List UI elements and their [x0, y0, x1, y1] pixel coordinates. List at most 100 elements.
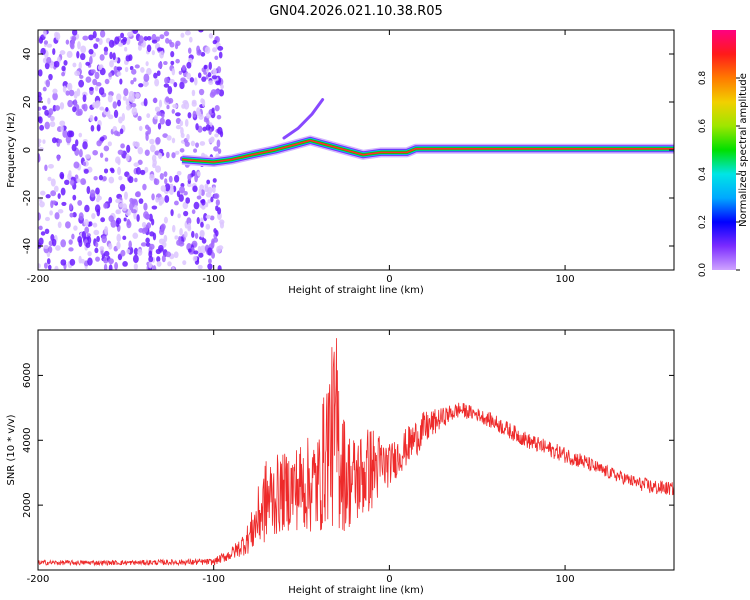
noise-point	[73, 161, 80, 169]
noise-point	[89, 114, 94, 122]
noise-point	[46, 56, 52, 64]
noise-point	[214, 105, 220, 112]
noise-point	[216, 66, 222, 74]
noise-point	[196, 217, 200, 225]
noise-point	[142, 183, 147, 191]
noise-point	[193, 201, 200, 210]
noise-point	[133, 162, 140, 167]
noise-point	[207, 199, 212, 204]
noise-point	[108, 72, 113, 78]
noise-point	[137, 115, 142, 122]
noise-point	[42, 57, 48, 64]
noise-point	[133, 247, 139, 256]
noise-point	[163, 234, 168, 243]
noise-point	[78, 132, 83, 138]
noise-point	[171, 109, 175, 114]
noise-point	[38, 142, 41, 148]
noise-point	[197, 245, 202, 254]
noise-point	[215, 205, 219, 212]
noise-point	[145, 213, 150, 220]
noise-point	[108, 215, 114, 222]
noise-point	[203, 64, 208, 70]
noise-point	[131, 209, 137, 214]
noise-point	[87, 251, 92, 257]
noise-point	[151, 50, 155, 56]
noise-point	[78, 255, 82, 264]
noise-point	[38, 147, 44, 152]
noise-point	[191, 209, 196, 215]
noise-point	[122, 260, 128, 267]
noise-point	[133, 211, 137, 220]
noise-point	[145, 61, 149, 67]
noise-point	[171, 137, 176, 144]
noise-point	[59, 102, 65, 110]
noise-point	[187, 173, 192, 181]
noise-point	[190, 140, 196, 147]
noise-point	[207, 247, 213, 256]
noise-point	[49, 121, 56, 128]
noise-point	[50, 178, 56, 187]
noise-point	[119, 128, 124, 135]
noise-point	[105, 106, 109, 112]
noise-point	[218, 51, 223, 59]
noise-point	[220, 84, 224, 90]
noise-point	[130, 79, 134, 85]
y-tick-label: 2000	[22, 492, 33, 517]
colorbar-tick-label: 0.2	[698, 215, 708, 229]
noise-point	[62, 85, 67, 93]
noise-point	[183, 231, 188, 238]
noise-point	[44, 109, 50, 116]
noise-point	[212, 47, 218, 53]
noise-point	[122, 235, 127, 240]
noise-point	[76, 51, 80, 59]
noise-point	[108, 258, 114, 265]
noise-point	[75, 110, 82, 116]
noise-point	[184, 141, 190, 147]
noise-point	[117, 166, 122, 176]
noise-point	[206, 179, 211, 185]
noise-point	[108, 243, 113, 250]
noise-point	[107, 141, 112, 147]
noise-point	[187, 47, 192, 54]
noise-point	[143, 202, 148, 211]
noise-point	[164, 178, 168, 185]
noise-point	[195, 142, 199, 148]
noise-point	[68, 89, 75, 97]
bottom-x-axis-label: Height of straight line (km)	[288, 585, 424, 596]
noise-point	[137, 147, 144, 155]
noise-point	[154, 115, 158, 120]
noise-point	[123, 191, 128, 200]
noise-point	[132, 254, 139, 264]
noise-point	[50, 190, 57, 197]
noise-point	[76, 88, 81, 97]
noise-point	[156, 111, 162, 116]
noise-point	[125, 98, 130, 106]
noise-point	[120, 32, 125, 39]
noise-point	[82, 161, 87, 166]
colorbar-tick-label: 0.0	[698, 263, 708, 278]
noise-point	[179, 186, 185, 194]
noise-point	[196, 49, 202, 56]
noise-point	[194, 232, 199, 239]
noise-point	[127, 31, 133, 37]
noise-point	[212, 186, 216, 193]
noise-point	[42, 86, 47, 92]
noise-point	[53, 185, 59, 193]
noise-point	[138, 228, 144, 233]
noise-point	[192, 255, 198, 262]
noise-point	[156, 260, 162, 267]
noise-point	[52, 88, 58, 94]
noise-point	[131, 102, 137, 108]
noise-point	[146, 113, 151, 119]
noise-point	[205, 214, 211, 219]
noise-point	[200, 51, 206, 57]
noise-point	[109, 60, 114, 68]
noise-point	[205, 223, 211, 230]
noise-point	[193, 250, 199, 255]
noise-point	[155, 137, 161, 145]
noise-point	[120, 143, 125, 149]
noise-point	[166, 151, 170, 159]
noise-point	[158, 244, 164, 252]
noise-point	[56, 154, 61, 162]
noise-point	[88, 34, 94, 41]
